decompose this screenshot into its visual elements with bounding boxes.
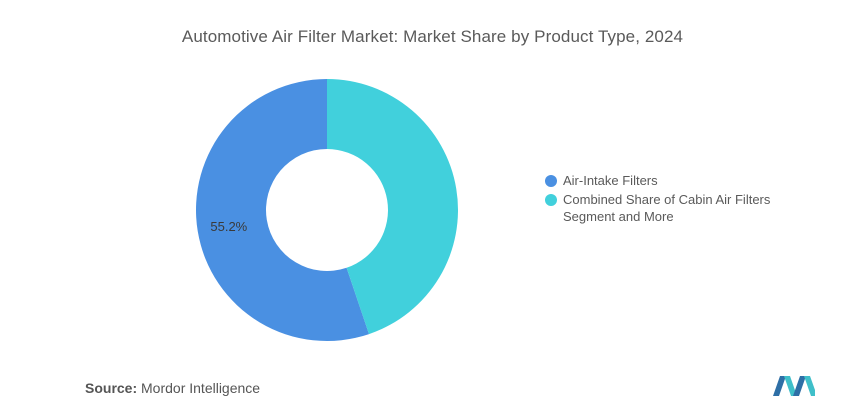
chart-title: Automotive Air Filter Market: Market Sha… <box>181 27 684 46</box>
legend-item-2: Combined Share of Cabin Air Filters Segm… <box>545 191 805 225</box>
legend-swatch-icon <box>545 175 557 187</box>
mordor-intelligence-logo-icon <box>773 376 815 396</box>
source-label: Source: <box>85 380 138 396</box>
legend-label: Combined Share of Cabin Air Filters Segm… <box>563 192 771 224</box>
donut-slices <box>195 79 458 342</box>
chart-legend: Air-Intake Filters Combined Share of Cabi… <box>545 172 805 227</box>
legend-swatch-icon <box>545 194 557 206</box>
legend-label: Air-Intake Filters <box>563 173 658 188</box>
data-label-1: 55.2% <box>210 219 247 234</box>
donut-data-labels: 55.2% <box>210 219 247 234</box>
source-note: Source: Mordor Intelligence <box>85 380 260 396</box>
donut-slice-2 <box>327 79 458 335</box>
donut-slice-1 <box>195 79 370 342</box>
legend-item-1: Air-Intake Filters <box>545 172 805 189</box>
source-text: Mordor Intelligence <box>141 380 261 396</box>
